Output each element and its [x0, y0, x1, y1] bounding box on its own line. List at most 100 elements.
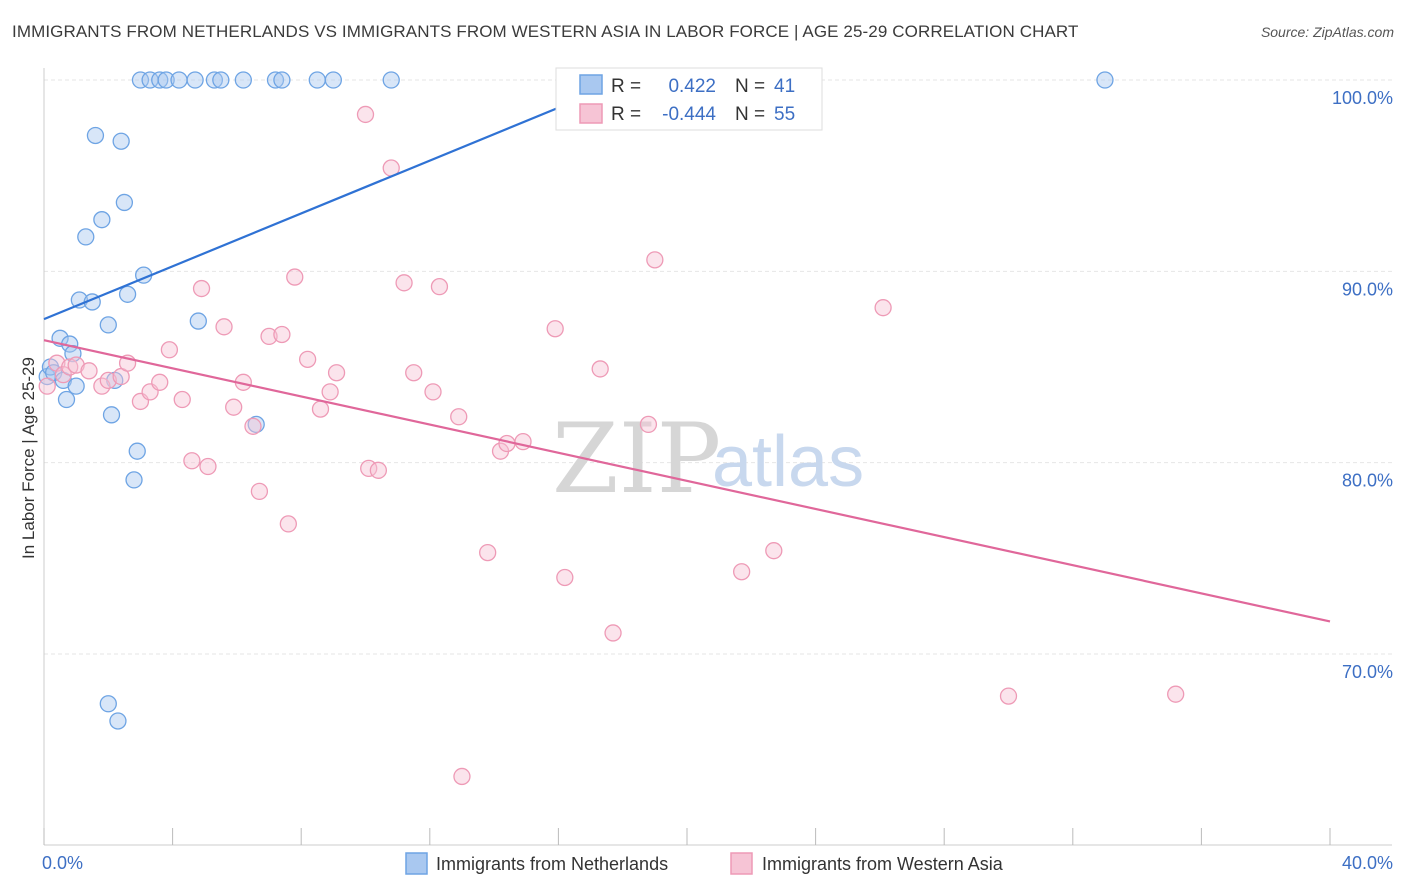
watermark-zip: ZIP [552, 403, 721, 515]
point-western-asia [151, 373, 169, 391]
point-netherlands [234, 71, 252, 89]
point-western-asia [450, 408, 468, 426]
point-netherlands [273, 71, 291, 89]
series-label-netherlands: Immigrants from Netherlands [436, 854, 668, 874]
gridlines [44, 79, 1392, 655]
point-western-asia [546, 320, 564, 338]
point-netherlands [109, 712, 127, 730]
point-western-asia [173, 390, 191, 409]
point-western-asia [192, 279, 211, 298]
y-tick-label: 90.0% [1342, 279, 1393, 299]
y-tick-labels: 70.0% 80.0% 90.0% 100.0% [1332, 88, 1393, 682]
point-western-asia [356, 105, 375, 124]
point-western-asia [38, 377, 56, 395]
point-western-asia [215, 318, 233, 336]
point-netherlands [324, 71, 343, 89]
point-netherlands [99, 695, 117, 713]
point-western-asia [80, 362, 98, 380]
point-western-asia [244, 417, 262, 435]
series-legend: Immigrants from Netherlands Immigrants f… [405, 852, 1004, 875]
point-western-asia [405, 364, 423, 382]
point-netherlands [86, 126, 105, 145]
point-western-asia [604, 624, 622, 642]
point-western-asia [395, 274, 413, 292]
point-western-asia [430, 277, 449, 296]
legend-swatch-western-asia [579, 103, 603, 124]
point-western-asia [424, 383, 442, 401]
legend: R = 0.422 N = 41 R = -0.444 N = 55 [555, 67, 823, 131]
point-netherlands [102, 406, 121, 424]
point-netherlands [157, 71, 175, 89]
point-western-asia [311, 400, 330, 418]
x-tick-label-max: 40.0% [1342, 853, 1393, 873]
point-netherlands [93, 211, 111, 229]
point-western-asia [479, 543, 497, 562]
source-credit: Source: ZipAtlas.com [1260, 24, 1394, 40]
point-western-asia [646, 251, 664, 269]
point-western-asia [160, 341, 179, 359]
chart-title: IMMIGRANTS FROM NETHERLANDS VS IMMIGRANT… [12, 22, 1079, 41]
point-western-asia [298, 350, 317, 368]
point-western-asia [733, 563, 751, 581]
point-western-asia [273, 325, 291, 344]
series-swatch-western-asia [730, 852, 753, 875]
point-netherlands [189, 312, 207, 330]
point-netherlands [170, 71, 188, 89]
legend-n-value-2: 55 [774, 104, 795, 125]
point-netherlands [118, 285, 137, 303]
point-netherlands [151, 71, 169, 89]
series-swatch-netherlands [405, 852, 428, 875]
trend-line-western-asia [43, 339, 1331, 623]
legend-r-label-1: R = [611, 76, 641, 97]
y-tick-label: 100.0% [1332, 88, 1393, 108]
legend-r-value-2: -0.444 [662, 104, 716, 125]
trend-lines [43, 78, 1331, 623]
point-western-asia [453, 767, 471, 786]
y-axis-label: In Labor Force | Age 25-29 [19, 357, 38, 559]
point-netherlands [57, 390, 76, 409]
legend-n-value-1: 41 [774, 76, 795, 97]
data-points [38, 71, 1185, 786]
point-western-asia [199, 457, 217, 476]
legend-swatch-netherlands [579, 74, 603, 95]
point-western-asia [556, 568, 574, 587]
point-western-asia [321, 383, 339, 401]
point-netherlands [77, 228, 95, 246]
point-netherlands [131, 71, 150, 89]
point-netherlands [266, 71, 285, 89]
point-western-asia [999, 687, 1018, 705]
series-label-western-asia: Immigrants from Western Asia [762, 854, 1004, 874]
legend-r-value-1: 0.422 [668, 76, 716, 97]
point-western-asia [61, 358, 79, 376]
point-western-asia [286, 268, 304, 286]
legend-n-label-1: N = [735, 76, 765, 97]
point-western-asia [765, 542, 783, 560]
point-western-asia [639, 415, 658, 434]
point-netherlands [67, 377, 85, 395]
axes [43, 68, 1392, 846]
watermark-atlas: atlas [712, 422, 864, 502]
point-western-asia [1167, 685, 1185, 703]
point-netherlands [205, 71, 224, 89]
point-western-asia [225, 398, 243, 416]
point-western-asia [99, 371, 117, 390]
point-netherlands [125, 471, 143, 489]
y-tick-label: 70.0% [1342, 662, 1393, 682]
point-western-asia [591, 360, 609, 378]
point-western-asia [279, 515, 297, 533]
point-western-asia [250, 482, 269, 501]
x-tick-label-min: 0.0% [42, 853, 83, 873]
point-netherlands [308, 71, 326, 89]
legend-r-label-2: R = [611, 104, 641, 125]
point-western-asia [327, 364, 346, 382]
point-netherlands [212, 71, 230, 89]
point-netherlands [99, 316, 117, 334]
point-western-asia [183, 452, 201, 470]
point-netherlands [128, 442, 146, 460]
trend-line-netherlands [43, 78, 627, 321]
point-western-asia [260, 327, 278, 346]
point-netherlands [115, 193, 134, 212]
point-netherlands [186, 71, 204, 89]
point-netherlands [382, 71, 400, 89]
